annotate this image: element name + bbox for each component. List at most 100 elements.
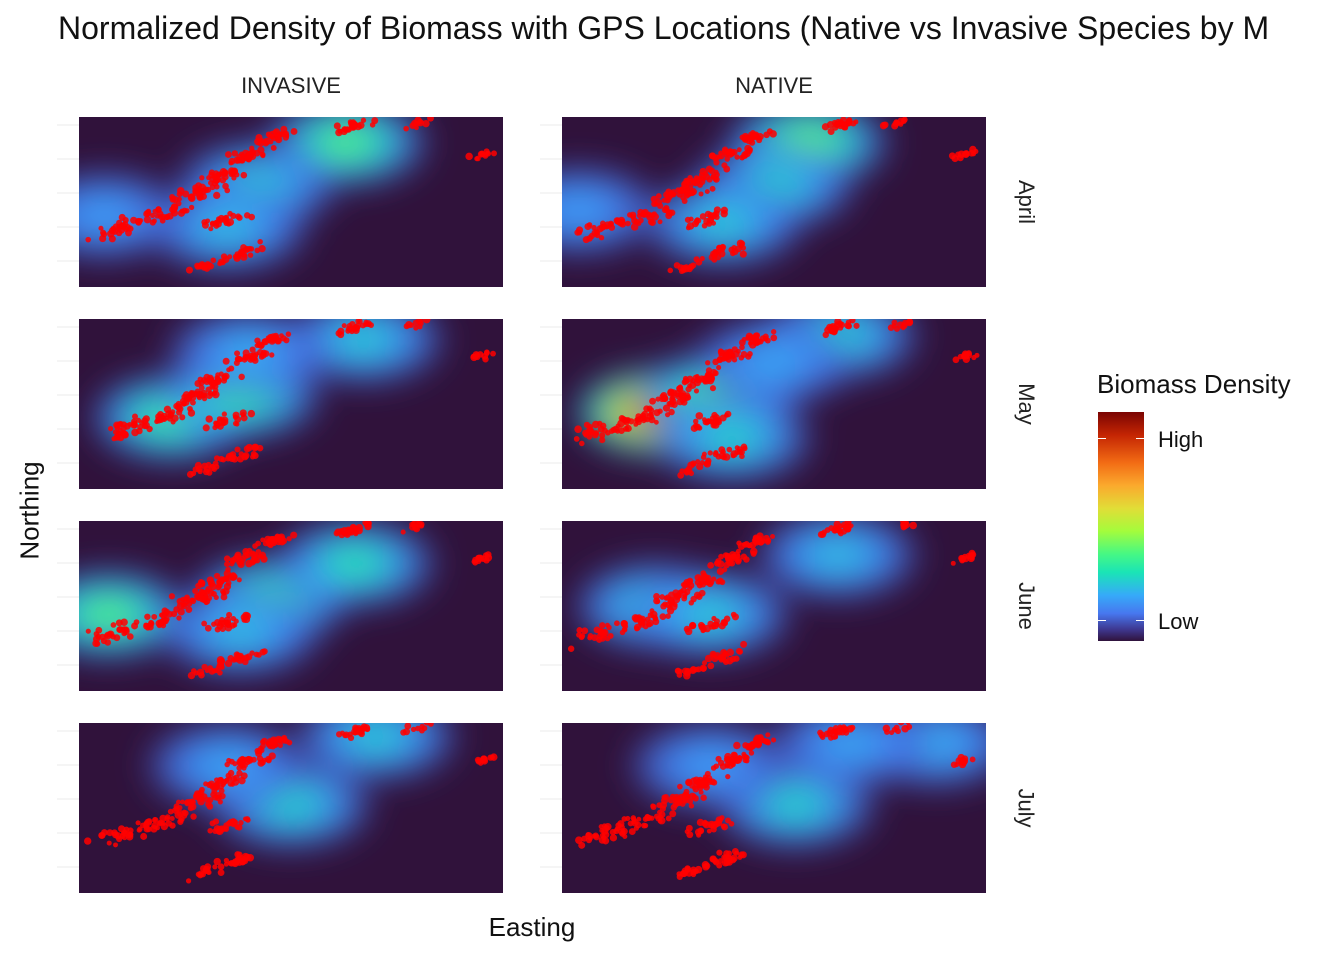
gps-point xyxy=(232,411,240,419)
gps-point xyxy=(212,818,220,825)
gps-point xyxy=(178,816,185,823)
gps-point xyxy=(585,836,593,844)
gps-point xyxy=(164,214,170,221)
gps-point xyxy=(143,215,152,224)
gps-point xyxy=(845,319,852,326)
gps-point xyxy=(176,196,182,202)
gps-point xyxy=(279,333,284,339)
gps-point xyxy=(736,548,741,554)
gps-point xyxy=(699,460,705,466)
gps-point xyxy=(717,858,724,864)
gps-point xyxy=(131,428,139,437)
gps-point xyxy=(736,647,743,655)
gps-point xyxy=(678,268,685,275)
density-contour xyxy=(324,130,368,155)
gps-point xyxy=(952,356,960,364)
gps-point xyxy=(901,521,907,527)
gps-point xyxy=(741,135,749,143)
gps-point xyxy=(898,121,904,127)
gps-point xyxy=(698,623,704,630)
facet-strip-native: NATIVE xyxy=(735,73,813,98)
gps-point xyxy=(698,191,704,197)
gps-point xyxy=(957,150,966,158)
gps-point xyxy=(199,579,206,586)
gps-point xyxy=(609,834,618,842)
gps-point xyxy=(831,325,839,333)
gps-point xyxy=(206,175,212,181)
gps-point xyxy=(194,461,203,470)
gps-point xyxy=(744,144,752,152)
gps-point xyxy=(733,741,741,750)
gps-point xyxy=(718,553,724,560)
gps-point xyxy=(179,414,186,421)
gps-point xyxy=(605,622,610,628)
gps-point xyxy=(234,824,241,830)
gps-point xyxy=(151,613,158,620)
gps-point xyxy=(100,829,108,836)
gps-point xyxy=(235,213,242,220)
gps-point xyxy=(706,828,712,834)
gps-point xyxy=(719,763,727,770)
gps-point xyxy=(421,725,428,732)
gps-point xyxy=(107,425,114,432)
gps-point xyxy=(213,857,221,866)
gps-point xyxy=(633,219,640,226)
gps-point xyxy=(770,534,776,540)
gps-point xyxy=(648,416,656,424)
gps-point xyxy=(213,572,221,580)
gps-point xyxy=(357,121,365,129)
gps-point xyxy=(685,466,693,474)
gps-point xyxy=(625,815,631,821)
gps-point xyxy=(672,602,678,608)
gps-point xyxy=(716,567,725,576)
gps-point xyxy=(224,151,232,158)
gps-point xyxy=(258,245,266,253)
gps-point xyxy=(672,595,681,604)
legend-label-low: Low xyxy=(1158,609,1199,634)
gps-point xyxy=(685,668,691,674)
gps-point xyxy=(709,152,716,160)
gps-point xyxy=(487,754,494,761)
gps-point xyxy=(130,421,138,429)
gps-point xyxy=(481,353,489,360)
gps-point xyxy=(599,436,606,444)
gps-point xyxy=(352,730,358,736)
gps-point xyxy=(659,594,666,600)
gps-point xyxy=(719,414,727,422)
gps-point xyxy=(187,671,196,680)
gps-point xyxy=(709,185,716,192)
gps-points xyxy=(573,319,980,479)
gps-point xyxy=(653,419,659,425)
gps-point xyxy=(234,553,241,560)
gps-point xyxy=(131,413,139,420)
gps-point xyxy=(724,410,732,418)
gps-point xyxy=(613,620,620,627)
gps-point xyxy=(229,573,238,581)
gps-point xyxy=(683,578,691,587)
gps-point xyxy=(714,560,721,566)
gps-point xyxy=(216,655,225,664)
gps-point xyxy=(723,615,731,623)
gps-point xyxy=(197,468,203,475)
facet-panel-invasive-may xyxy=(79,319,503,489)
gps-point xyxy=(216,827,224,836)
gps-point xyxy=(199,596,205,603)
x-axis-label: Easting xyxy=(488,912,576,942)
gps-point xyxy=(853,322,860,329)
gps-point xyxy=(960,352,968,359)
gps-point xyxy=(179,208,185,214)
gps-point xyxy=(106,840,112,846)
gps-point xyxy=(252,452,259,460)
gps-point xyxy=(575,836,583,844)
gps-point xyxy=(259,151,266,158)
gps-point xyxy=(574,425,582,433)
gps-point xyxy=(608,224,616,231)
gps-point xyxy=(600,220,606,227)
gps-point xyxy=(963,150,970,156)
gps-point xyxy=(634,625,640,632)
gps-point xyxy=(817,530,825,538)
gps-point xyxy=(241,762,248,769)
gps-point xyxy=(216,216,222,222)
gps-point xyxy=(175,799,181,805)
gps-point xyxy=(682,798,689,804)
